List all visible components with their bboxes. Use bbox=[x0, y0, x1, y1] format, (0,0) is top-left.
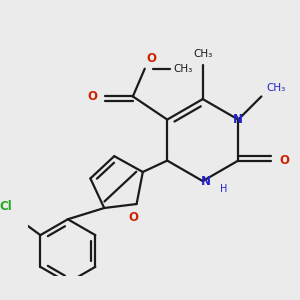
Text: O: O bbox=[279, 154, 289, 167]
Text: CH₃: CH₃ bbox=[267, 83, 286, 93]
Text: H: H bbox=[220, 184, 228, 194]
Text: CH₃: CH₃ bbox=[193, 50, 212, 59]
Text: O: O bbox=[128, 211, 138, 224]
Text: CH₃: CH₃ bbox=[173, 64, 192, 74]
Text: O: O bbox=[87, 90, 97, 103]
Text: Cl: Cl bbox=[0, 200, 12, 213]
Text: N: N bbox=[233, 113, 243, 126]
Text: N: N bbox=[201, 175, 211, 188]
Text: O: O bbox=[147, 52, 157, 65]
